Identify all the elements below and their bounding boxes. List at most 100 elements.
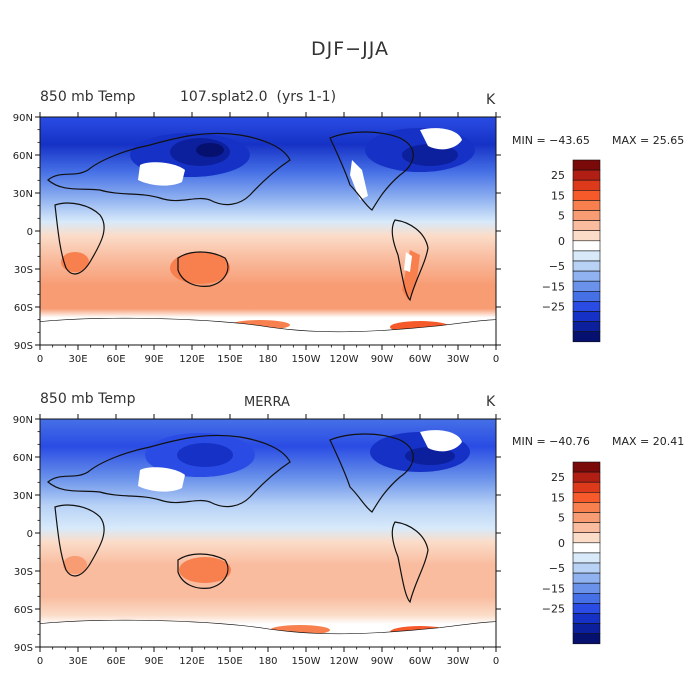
lon-tick-label: 60E <box>106 354 125 365</box>
colorbar-swatch <box>572 481 601 493</box>
colorbar-label: −5 <box>549 562 565 575</box>
panel1-units: K <box>486 92 496 108</box>
colorbar-swatch <box>572 331 601 343</box>
lon-tick-label: 30E <box>68 656 87 667</box>
lat-tick-label: 90S <box>14 341 33 352</box>
lat-tick-label: 90N <box>13 415 33 426</box>
lat-tick-label: 60N <box>13 453 33 464</box>
lat-tick-label: 0 <box>27 227 33 238</box>
lon-tick-label: 90W <box>371 354 394 365</box>
axes-panel-2: 0 30E 60E 90E 120E 150E 180 150W 120W 90W 60W 30W 09… <box>13 414 501 667</box>
colorbar-swatch <box>572 572 601 584</box>
colorbar-swatch <box>572 552 601 564</box>
lon-tick-label: 90E <box>144 656 163 667</box>
colorbar-label: 5 <box>558 210 565 223</box>
panel2-dataset: MERRA <box>244 395 290 410</box>
colorbar-swatch <box>572 200 601 211</box>
colorbar-label: −25 <box>542 300 565 313</box>
colorbar-swatch <box>572 260 601 272</box>
lat-tick-label: 0 <box>27 529 33 540</box>
colorbar-swatch <box>572 321 601 333</box>
lon-tick-label: 30E <box>68 354 87 365</box>
colorbar-swatch <box>572 542 601 554</box>
lon-tick-label: 180 <box>258 354 277 365</box>
lat-tick-label: 90S <box>14 643 33 654</box>
colorbar-label: −25 <box>542 602 565 615</box>
lat-tick-label: 30N <box>13 491 33 502</box>
colorbar-swatch <box>572 532 601 544</box>
lon-tick-label: 120W <box>330 354 359 365</box>
colorbar-label: 0 <box>558 537 565 550</box>
lon-tick-label: 180 <box>258 656 277 667</box>
colorbar-swatch <box>572 250 601 262</box>
colorbar-swatch <box>572 301 601 312</box>
colorbar-swatch <box>572 290 601 302</box>
colorbar-swatch <box>572 311 601 322</box>
lon-tick-label: 150E <box>217 354 242 365</box>
panel1-min: MIN = −43.65 <box>512 134 590 147</box>
lon-tick-label: 150W <box>292 656 321 667</box>
lon-tick-label: 120E <box>179 656 204 667</box>
colorbar-swatch <box>572 240 601 252</box>
lat-tick-label: 60N <box>13 151 33 162</box>
lon-tick-label: 30W <box>447 656 470 667</box>
colorbar-label: 0 <box>558 235 565 248</box>
lat-tick-label: 60S <box>14 303 33 314</box>
colorbar-swatch <box>572 613 601 624</box>
colorbar-swatch <box>572 603 601 614</box>
colorbar-label: −15 <box>542 280 565 293</box>
colorbar-swatch <box>572 562 601 574</box>
colorbar-swatch <box>572 210 601 221</box>
colorbar-swatch <box>572 592 601 604</box>
colorbar-label: 15 <box>551 491 565 504</box>
colorbar-swatch <box>572 471 601 483</box>
panel2-units: K <box>486 394 496 410</box>
figure-title: DJF−JJA <box>311 38 389 60</box>
lat-tick-label: 60S <box>14 605 33 616</box>
lon-tick-label: 120E <box>179 354 204 365</box>
map-panel-1 <box>40 117 496 345</box>
lat-tick-label: 30S <box>14 567 33 578</box>
lon-tick-label: 0 <box>493 656 499 667</box>
panel1-dataset: 107.splat2.0 (yrs 1-1) <box>180 89 337 105</box>
panel2-max: MAX = 20.41 <box>612 435 685 448</box>
panel2-min: MIN = −40.76 <box>512 435 590 448</box>
colorbar-swatch <box>572 220 601 232</box>
lon-tick-label: 120W <box>330 656 359 667</box>
colorbar-label: 15 <box>551 189 565 202</box>
lon-tick-label: 0 <box>493 354 499 365</box>
lon-tick-label: 60E <box>106 656 125 667</box>
colorbar-swatch <box>572 461 601 473</box>
lon-tick-label: 60W <box>409 656 432 667</box>
colorbar-swatch <box>572 169 601 181</box>
map-panel-2 <box>40 419 496 647</box>
lat-tick-label: 30N <box>13 189 33 200</box>
axes-panel-1: 0 30E 60E 90E 120E 150E 180 150W 120W 90W 60W 30W 0 9… <box>13 112 501 365</box>
lon-tick-label: 90E <box>144 354 163 365</box>
lon-tick-label: 150E <box>217 656 242 667</box>
colorbar-swatch <box>572 491 601 503</box>
panel1-max: MAX = 25.65 <box>612 134 685 147</box>
colorbar-label: 5 <box>558 512 565 525</box>
colorbar-swatch <box>572 230 601 242</box>
lon-tick-label: 60W <box>409 354 432 365</box>
colorbar-swatch <box>572 280 601 292</box>
lon-tick-label: 150W <box>292 354 321 365</box>
lon-tick-label: 0 <box>37 656 43 667</box>
lat-tick-label: 30S <box>14 265 33 276</box>
colorbar-swatch <box>572 512 601 523</box>
colorbar-swatch <box>572 522 601 533</box>
lon-tick-label: 30W <box>447 354 470 365</box>
panel1-variable: 850 mb Temp <box>40 89 136 105</box>
panel2-variable: 850 mb Temp <box>40 391 136 407</box>
lat-tick-label: 90N <box>13 113 33 124</box>
colorbar-2: 25 15 5 0 −5 −15 −25 <box>542 461 601 645</box>
colorbar-swatch <box>572 633 601 645</box>
colorbar-label: 25 <box>551 169 565 182</box>
colorbar-label: −15 <box>542 582 565 595</box>
colorbar-swatch <box>572 159 601 171</box>
colorbar-label: −5 <box>549 260 565 273</box>
colorbar-swatch <box>572 582 601 594</box>
colorbar-swatch <box>572 179 601 191</box>
